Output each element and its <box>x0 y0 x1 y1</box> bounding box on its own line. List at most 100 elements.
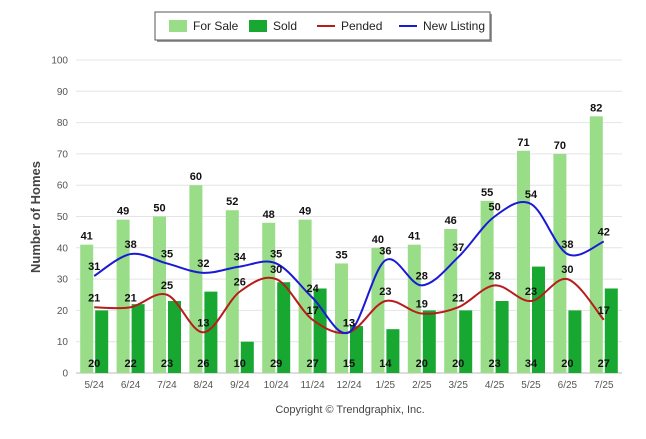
for-sale-value-label: 52 <box>226 196 238 208</box>
sold-value-label: 23 <box>488 358 500 370</box>
legend-swatch-sold <box>249 20 267 32</box>
for-sale-value-label: 41 <box>81 231 93 243</box>
y-tick-label: 50 <box>57 212 69 223</box>
sold-bar <box>604 288 618 373</box>
y-tick-label: 40 <box>57 243 69 254</box>
y-tick-label: 30 <box>57 275 69 286</box>
sold-value-label: 26 <box>197 358 209 370</box>
x-tick-label: 5/24 <box>84 380 104 391</box>
y-tick-label: 80 <box>57 118 69 129</box>
for-sale-bar <box>553 153 567 373</box>
x-tick-label: 9/24 <box>230 380 250 391</box>
pended-value-label: 13 <box>343 317 355 329</box>
x-tick-label: 10/24 <box>264 380 289 391</box>
x-tick-label: 12/24 <box>336 380 361 391</box>
sold-bar <box>350 326 363 373</box>
sold-value-label: 15 <box>343 358 355 370</box>
sold-value-label: 22 <box>124 358 136 370</box>
sold-bar <box>422 310 436 373</box>
gridlines <box>76 59 622 374</box>
for-sale-bar <box>189 185 203 373</box>
for-sale-value-label: 49 <box>299 206 311 218</box>
for-sale-value-label: 82 <box>590 102 602 114</box>
new-listing-value-label: 35 <box>161 248 173 260</box>
x-tick-label: 3/25 <box>448 380 468 391</box>
y-tick-label: 100 <box>51 56 68 67</box>
for-sale-value-label: 40 <box>372 234 384 246</box>
y-axis-title: Number of Homes <box>28 161 43 273</box>
sold-bar <box>131 304 145 373</box>
pended-value-label: 23 <box>379 286 391 298</box>
for-sale-bar <box>225 210 239 373</box>
sold-bar <box>277 282 291 373</box>
copyright-text: Copyright © Trendgraphix, Inc. <box>275 404 424 416</box>
new-listing-value-label: 37 <box>452 242 464 254</box>
new-listing-value-label: 32 <box>197 258 209 270</box>
sold-bar <box>459 310 473 373</box>
sold-bar <box>204 291 218 373</box>
for-sale-value-label: 41 <box>408 231 420 243</box>
legend-label-pended: Pended <box>341 19 382 33</box>
pended-value-label: 13 <box>197 317 209 329</box>
y-tick-label: 90 <box>57 87 69 98</box>
new-listing-value-label: 36 <box>379 245 391 257</box>
sold-value-label: 27 <box>598 358 610 370</box>
x-tick-label: 8/24 <box>194 380 214 391</box>
data-labels: 41 49 50 60 52 48 49 35 40 41 46 55 71 70 82 20 22 23 26 10… <box>81 102 610 370</box>
bars <box>80 116 618 373</box>
pended-value-label: 17 <box>598 305 610 317</box>
sold-bar <box>240 341 254 373</box>
new-listing-value-label: 24 <box>306 283 319 295</box>
for-sale-value-label: 46 <box>445 215 457 227</box>
new-listing-value-label: 13 <box>343 317 355 329</box>
pended-value-label: 21 <box>452 292 464 304</box>
new-listing-value-label: 34 <box>234 252 247 264</box>
for-sale-bar <box>298 219 312 373</box>
for-sale-bar <box>335 263 348 373</box>
y-tick-label: 70 <box>57 149 69 160</box>
pended-value-label: 21 <box>88 292 100 304</box>
new-listing-value-label: 50 <box>488 202 500 214</box>
pended-value-label: 17 <box>306 305 318 317</box>
y-tick-label: 60 <box>57 181 69 192</box>
x-tick-label: 7/24 <box>157 380 177 391</box>
sold-bar <box>386 329 400 373</box>
for-sale-bar <box>407 244 421 373</box>
pended-value-label: 26 <box>234 277 246 289</box>
new-listing-value-label: 42 <box>598 227 610 239</box>
sold-value-label: 20 <box>88 358 100 370</box>
for-sale-value-label: 70 <box>554 140 566 152</box>
for-sale-value-label: 71 <box>517 137 529 149</box>
y-tick-label: 10 <box>57 337 69 348</box>
for-sale-bar <box>80 244 94 373</box>
sold-bar <box>568 310 582 373</box>
sold-value-label: 20 <box>561 358 573 370</box>
sold-value-label: 20 <box>416 358 428 370</box>
new-listing-line <box>93 201 605 335</box>
pended-value-label: 25 <box>161 280 173 292</box>
new-listing-value-label: 28 <box>416 270 428 282</box>
sold-value-label: 10 <box>234 358 246 370</box>
x-tick-label: 6/25 <box>558 380 578 391</box>
pended-value-label: 19 <box>416 299 428 311</box>
y-axis-ticks: 0 10 20 30 40 50 60 70 80 90 100 <box>51 56 68 380</box>
pended-value-label: 21 <box>124 292 136 304</box>
for-sale-value-label: 35 <box>335 249 347 261</box>
legend-label-new-listing: New Listing <box>423 19 485 33</box>
new-listing-value-label: 35 <box>270 248 282 260</box>
sold-value-label: 23 <box>161 358 173 370</box>
sold-value-label: 29 <box>270 358 282 370</box>
legend-swatch-for-sale <box>169 20 187 32</box>
sold-value-label: 14 <box>379 358 392 370</box>
x-tick-label: 11/24 <box>300 380 325 391</box>
legend-label-sold: Sold <box>273 19 297 33</box>
x-axis-ticks: 5/24 6/24 7/24 8/24 9/24 10/24 11/24 12/24 1/25 2… <box>84 380 614 391</box>
sold-value-label: 20 <box>452 358 464 370</box>
y-tick-label: 0 <box>62 369 68 380</box>
pended-value-label: 28 <box>488 270 500 282</box>
sold-bar <box>495 301 509 373</box>
legend: For Sale Sold Pended New Listing <box>154 11 492 42</box>
for-sale-bar <box>444 229 458 373</box>
for-sale-bar <box>517 150 530 373</box>
